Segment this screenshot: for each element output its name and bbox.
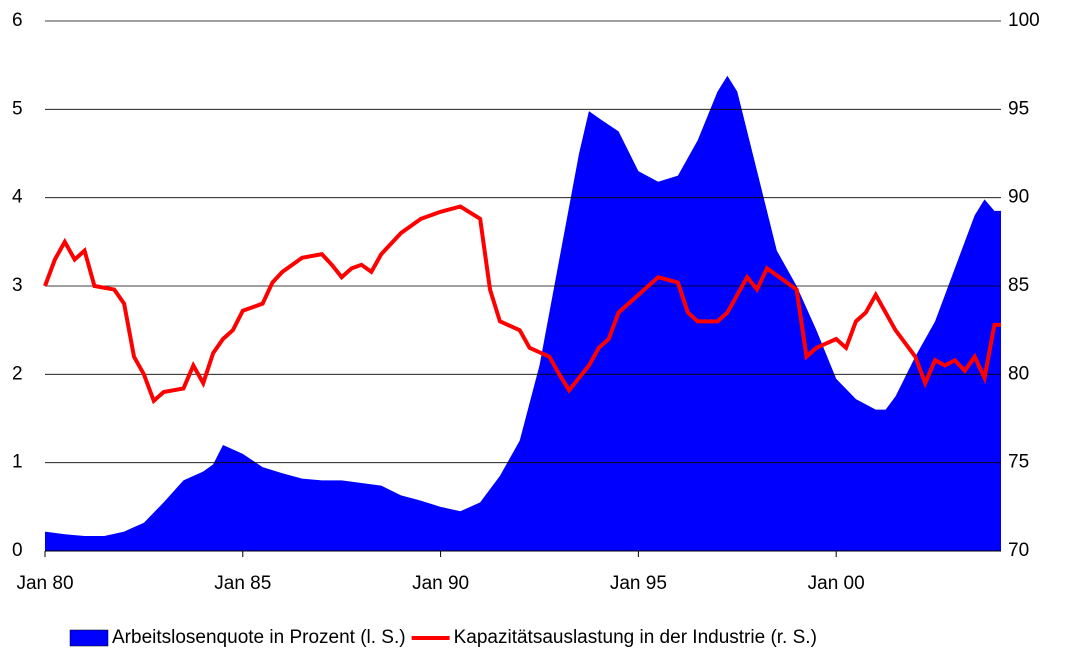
y-tick-label: 1	[12, 452, 23, 473]
y-tick-label: 0	[12, 540, 23, 561]
y-tick-label: 2	[12, 363, 23, 384]
y2-tick-label: 100	[1008, 10, 1040, 31]
line	[43, 204, 1001, 405]
x-tick-label: Jan 80	[16, 573, 73, 594]
y-tick-label: 4	[12, 187, 23, 208]
x-tick-label: Jan 85	[214, 573, 271, 594]
legend-label: Arbeitslosenquote in Prozent (l. S.)	[112, 627, 406, 648]
x-tick-label: Jan 00	[808, 573, 865, 594]
legend-swatch	[69, 629, 109, 647]
y2-tick-label: 95	[1008, 98, 1029, 119]
y2-tick-label: 80	[1008, 363, 1029, 384]
legend-label: Kapazitätsauslastung in der Industrie (r…	[454, 627, 817, 648]
area	[45, 75, 1001, 552]
y-tick-label: 3	[12, 275, 23, 296]
y2-tick-label: 70	[1008, 540, 1029, 561]
y2-tick-label: 90	[1008, 187, 1029, 208]
y2-tick-label: 85	[1008, 275, 1029, 296]
x-tick-label: Jan 90	[412, 573, 469, 594]
y2-tick-label: 75	[1008, 452, 1029, 473]
y-tick-label: 5	[12, 98, 23, 119]
y-tick-label: 6	[12, 10, 23, 31]
x-tick-label: Jan 95	[610, 573, 667, 594]
